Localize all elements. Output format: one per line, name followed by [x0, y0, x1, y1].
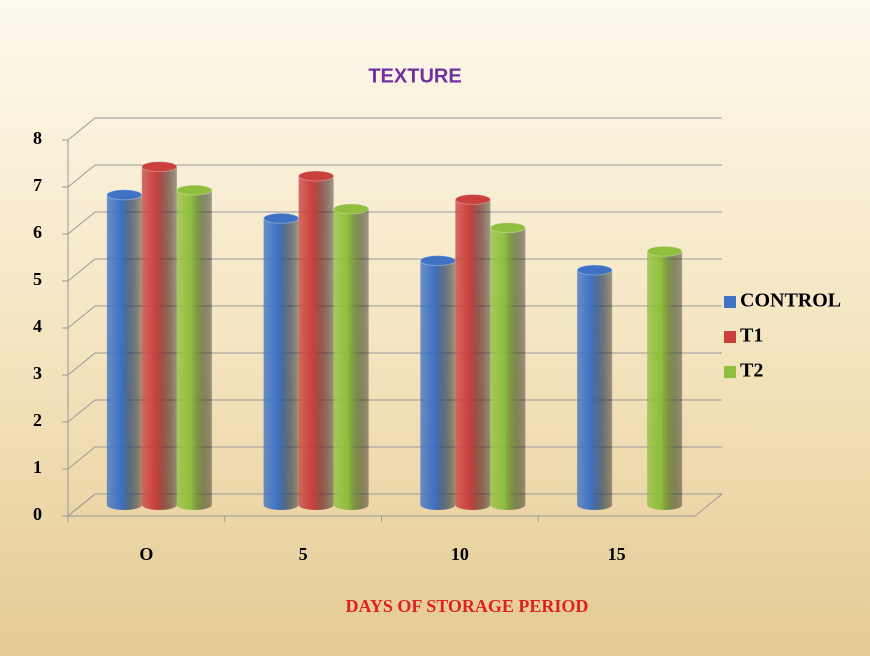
y-tick-label: 2 [33, 410, 42, 430]
bar-top [141, 161, 178, 173]
y-tick-label: 7 [33, 175, 42, 195]
x-axis-title: DAYS OF STORAGE PERIOD [346, 596, 589, 616]
grid-line [67, 164, 722, 188]
x-tick-label: O [139, 544, 153, 564]
bar-top [419, 255, 456, 267]
y-tick-label: 1 [33, 457, 42, 477]
bar-body [490, 227, 526, 510]
bar-body [298, 176, 334, 510]
bar-top [263, 212, 300, 224]
bar-top [576, 264, 613, 276]
y-tick-label: 8 [33, 128, 42, 148]
bar [419, 255, 456, 510]
bar [646, 245, 683, 510]
x-tick-label: 15 [608, 544, 626, 564]
bar [333, 203, 370, 510]
bar [298, 170, 335, 510]
bar-body [176, 190, 212, 510]
y-tick-label: 4 [33, 316, 42, 336]
bar [489, 222, 526, 510]
y-tick-label: 3 [33, 363, 42, 383]
bar-body [333, 208, 369, 510]
grid-line [67, 211, 722, 235]
chart-title: TEXTURE [368, 65, 461, 87]
grid-line [67, 117, 722, 141]
legend-label: T2 [740, 360, 763, 382]
bar-body [263, 218, 299, 510]
bar [106, 189, 143, 510]
legend-label: CONTROL [740, 290, 841, 312]
y-tick-label: 0 [33, 504, 42, 524]
x-tick-label: 10 [451, 544, 469, 564]
bar [576, 264, 613, 510]
x-tick-label: 5 [299, 544, 308, 564]
bar-top [106, 189, 143, 201]
bar-body [420, 260, 456, 510]
bar-body [455, 199, 491, 510]
legend-swatch [724, 331, 736, 343]
y-tick-label: 5 [33, 269, 42, 289]
bar-top [454, 194, 491, 205]
bar-body [106, 194, 142, 510]
bar-body [647, 251, 683, 510]
bar [141, 161, 178, 510]
y-tick-label: 6 [33, 222, 42, 242]
bar-body [577, 270, 613, 510]
bar [454, 194, 491, 510]
bar [176, 184, 213, 510]
bar-top [646, 245, 683, 257]
bar-top [298, 170, 335, 182]
bar-top [176, 184, 213, 196]
legend-swatch [724, 366, 736, 378]
legend-label: T1 [740, 325, 763, 347]
bar [263, 212, 300, 510]
bar-top [489, 222, 526, 234]
bar-body [141, 166, 177, 510]
bar-top [333, 203, 370, 215]
legend-swatch [724, 296, 736, 308]
